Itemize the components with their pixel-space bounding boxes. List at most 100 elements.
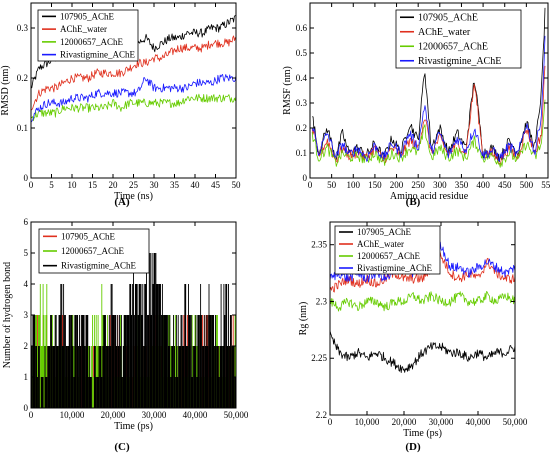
y-tick-label: 0.5 [296,48,308,58]
x-tick-label: 500 [520,180,534,190]
y-tick-label: 4 [24,279,29,289]
legend-box [334,225,441,275]
y-tick-label: 0.3 [17,23,29,33]
y-tick-label: 0 [24,173,29,183]
chart-panel-a: 0 5 10 15 20 25 30 35 40 45 50 0 0.1 0.2 0.3 Time (ns) R… [0,2,242,208]
y-tick-label: 1 [24,372,29,382]
legend-label: AChE_water [418,27,471,38]
x-axis-title: Time (ps) [403,428,442,439]
y-axis-title: RMSD (nm) [0,65,11,115]
legend-label: AChE_water [357,239,404,249]
x-tick-label: 20 [109,180,119,190]
x-axis-title: Amino acid residue [390,191,469,202]
x-tick-label: 200 [390,180,404,190]
panel-label-a: (A) [114,196,130,208]
x-tick-label: 0 [328,417,333,427]
y-tick-label: 0 [24,403,29,413]
legend-label: 12000657_AChE [61,246,125,256]
x-tick-label: 50 [232,180,242,190]
x-tick-label: 10,000 [60,410,85,420]
x-tick-label: 350 [455,180,469,190]
x-tick-label: 40,000 [466,417,491,427]
legend-label: Rivastigmine_AChE [60,50,135,60]
x-tick-label: 25 [129,180,139,190]
x-tick-label: 30 [150,180,160,190]
x-tick-label: 100 [347,180,361,190]
series-line-ache-water [30,35,237,111]
x-tick-label: 40,000 [183,410,208,420]
series-line-12000657-ache [329,291,516,312]
series-line-12000657-ache [30,93,237,122]
chart-panel-c: 0 10,000 20,000 30,000 40,000 50,000 0 1 2 3 4 5 6 Ti… [2,217,249,453]
legend-label: 12000657_AChE [418,41,488,52]
y-axis-title: Number of hydrogen bond [2,262,13,368]
y-tick-label: 0.4 [296,73,308,83]
x-tick-label: 50 [327,180,337,190]
legend-label: 12000657_AChE [357,251,421,261]
x-tick-label: 50,000 [503,417,528,427]
y-tick-label: 3 [24,310,29,320]
x-axis-title: Time (ns) [114,191,153,202]
y-tick-label: 6 [24,217,29,227]
x-tick-label: 10 [68,180,78,190]
panel-label-c: (C) [114,441,130,453]
y-tick-label: 0.2 [17,73,28,83]
legend-label: 107905_AChE [418,12,478,23]
legend-label: Rivastigmine_AChE [61,261,136,271]
x-tick-label: 5 [49,180,54,190]
x-tick-label: 450 [498,180,512,190]
legend-box [38,228,150,274]
legend: 107905_AChE AChE_water 12000657_AChE Rivast… [334,225,441,275]
legend-label: Rivastigmine_AChE [418,56,501,67]
series-line-107905-ache [329,330,516,373]
legend-box [37,9,139,62]
x-tick-label: 250 [411,180,425,190]
legend-label: AChE_water [60,24,107,34]
x-tick-label: 15 [88,180,98,190]
y-tick-label: 0.1 [17,123,28,133]
legend-box [395,9,522,69]
x-tick-label: 300 [433,180,447,190]
x-tick-label: 20,000 [392,417,417,427]
y-tick-label: 2 [24,341,29,351]
series-line-12000657-ache [311,99,546,168]
y-tick-label: 0.1 [296,148,307,158]
chart-panel-b: 0 50 100 150 200 250 300 350 400 450 500 550 0 0.1 0.2… [282,2,550,208]
x-tick-label: 0 [29,410,34,420]
y-tick-label: 2.35 [311,240,327,250]
y-axis-title: Rg (nm) [298,302,309,336]
y-tick-label: 2.3 [316,296,328,306]
plot-frame [309,2,549,179]
y-tick-label: 0.6 [296,23,308,33]
x-axis-title: Time (ps) [114,421,153,432]
series-line-rivastigmine-ache [30,74,237,123]
legend-label: 107905_AChE [61,231,116,241]
x-tick-label: 35 [170,180,180,190]
x-tick-label: 400 [476,180,490,190]
y-tick-label: 2.2 [316,410,327,420]
x-tick-label: 45 [211,180,221,190]
plot-frame [329,221,516,416]
x-tick-label: 50,000 [224,410,249,420]
x-tick-label: 40 [191,180,201,190]
x-tick-label: 150 [368,180,382,190]
legend-label: 107905_AChE [357,227,412,237]
x-tick-label: 30,000 [142,410,167,420]
x-tick-label: 0 [29,180,34,190]
legend: 107905_AChE AChE_water 12000657_AChE Rivast… [395,9,522,69]
x-tick-label: 550 [541,180,550,190]
series-line-rivastigmine-ache [30,253,237,408]
series-line-rivastigmine-ache [311,35,546,162]
legend-label: 107905_AChE [60,11,115,21]
chart-panel-d: 0 10,000 20,000 30,000 40,000 50,000 2.2 2.25 2.… [298,221,528,453]
y-tick-label: 5 [24,248,29,258]
x-tick-label: 30,000 [429,417,454,427]
y-tick-label: 0.3 [296,98,308,108]
x-tick-label: 20,000 [101,410,126,420]
y-axis-title: RMSF (nm) [282,66,293,115]
y-tick-label: 0 [303,173,308,183]
x-tick-label: 10,000 [355,417,380,427]
legend: 107905_AChE 12000657_AChE Rivastigmine_ACh… [38,228,150,274]
x-tick-label: 0 [308,180,313,190]
